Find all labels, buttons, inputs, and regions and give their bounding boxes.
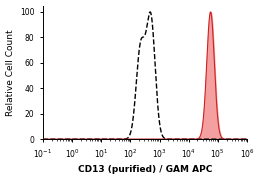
X-axis label: CD13 (purified) / GAM APC: CD13 (purified) / GAM APC <box>78 165 212 174</box>
Y-axis label: Relative Cell Count: Relative Cell Count <box>5 29 15 116</box>
